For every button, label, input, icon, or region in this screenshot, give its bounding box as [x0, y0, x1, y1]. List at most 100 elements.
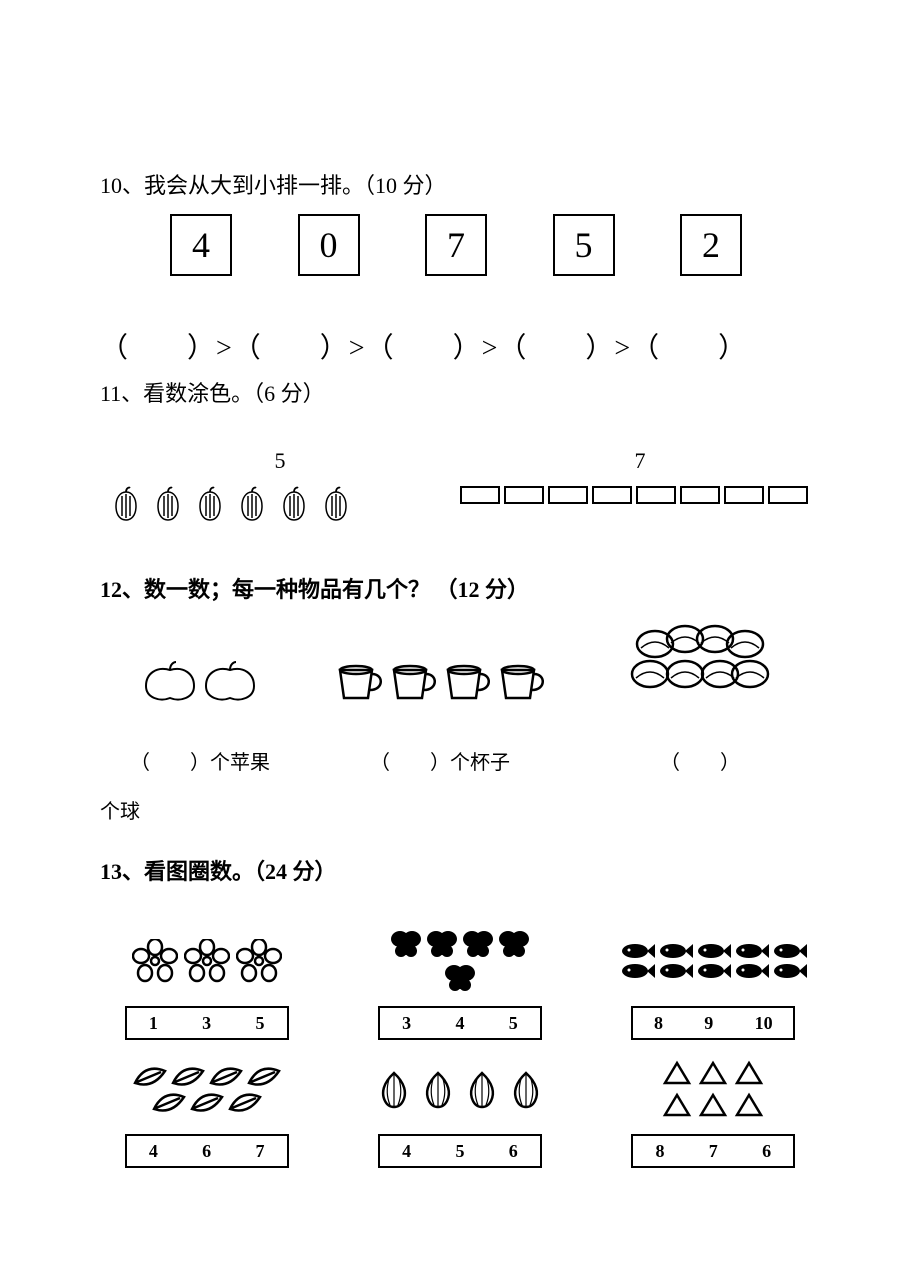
pepper-icon: [278, 486, 310, 522]
fish-icon: [619, 962, 655, 980]
pepper-icon: [320, 486, 352, 522]
flower-icon: [132, 939, 178, 983]
choice-box[interactable]: 1 3 5: [125, 1006, 289, 1040]
fish-icon: [695, 942, 731, 960]
cup-icon: [494, 660, 548, 704]
fish-icon: [733, 962, 769, 980]
balls-group: [580, 624, 820, 710]
cups-group: [300, 660, 580, 710]
choice[interactable]: 4: [149, 1141, 158, 1162]
q13-cell-fish: 8 9 10: [607, 926, 820, 1040]
fish-icon: [657, 942, 693, 960]
q13-cell-flower: 1 3 5: [100, 926, 313, 1040]
leaf-icon: [133, 1065, 167, 1087]
q12-title: 12、数一数；每一种物品有几个？ （12 分）: [100, 572, 820, 604]
cup-icon: [332, 660, 386, 704]
cups-label[interactable]: （ ）个杯子: [300, 746, 580, 775]
choice-box[interactable]: 4 6 7: [125, 1134, 289, 1168]
balls-icon: [630, 624, 770, 704]
butterfly-icon: [424, 927, 460, 961]
q12-labels: （ ）个苹果 （ ）个杯子 （ ）: [100, 726, 820, 775]
apple-icon: [200, 658, 260, 704]
rect-icon: [592, 486, 632, 504]
choice[interactable]: 1: [149, 1013, 158, 1034]
choice-box[interactable]: 8 9 10: [631, 1006, 795, 1040]
apple-icons: [100, 658, 300, 710]
rect-row[interactable]: [460, 486, 820, 504]
choice-box[interactable]: 3 4 5: [378, 1006, 542, 1040]
choice[interactable]: 8: [655, 1141, 664, 1162]
butterfly-icon: [388, 927, 424, 961]
choice[interactable]: 7: [709, 1141, 718, 1162]
rect-icon: [460, 486, 500, 504]
number-box: 5: [553, 214, 615, 276]
pepper-icon: [152, 486, 184, 522]
rect-icon: [680, 486, 720, 504]
rect-icon: [724, 486, 764, 504]
number-box: 4: [170, 214, 232, 276]
triangle-icon: [662, 1060, 692, 1086]
q12-content: [100, 624, 820, 710]
balls-suffix: 个球: [100, 795, 820, 824]
triangle-icon: [734, 1060, 764, 1086]
rect-icon: [548, 486, 588, 504]
q13-cell-leaf: 4 6 7: [100, 1054, 313, 1168]
onion-icon: [375, 1069, 413, 1109]
pepper-icon: [194, 486, 226, 522]
rect-icon: [768, 486, 808, 504]
choice[interactable]: 4: [402, 1141, 411, 1162]
rect-icon: [504, 486, 544, 504]
choice[interactable]: 8: [654, 1013, 663, 1034]
choice[interactable]: 5: [455, 1141, 464, 1162]
choice[interactable]: 10: [755, 1013, 773, 1034]
q11-title: 11、看数涂色。（6 分）: [100, 376, 820, 408]
balls-label[interactable]: （ ）: [580, 746, 820, 775]
pepper-icon: [110, 486, 142, 522]
apples-label[interactable]: （ ）个苹果: [100, 746, 300, 775]
onion-icon: [507, 1069, 545, 1109]
number-box: 2: [680, 214, 742, 276]
q11-content: 5 7: [100, 448, 820, 522]
q10-title: 10、我会从大到小排一排。（10 分）: [100, 168, 820, 200]
onion-icon: [419, 1069, 457, 1109]
choice[interactable]: 3: [202, 1013, 211, 1034]
cup-icon: [440, 660, 494, 704]
flower-icon: [184, 939, 230, 983]
q11-right: 7: [460, 448, 820, 522]
choice[interactable]: 5: [255, 1013, 264, 1034]
fish-icon: [771, 962, 807, 980]
choice[interactable]: 6: [509, 1141, 518, 1162]
choice[interactable]: 9: [704, 1013, 713, 1034]
q13-grid: 1 3 5 3 4 5 8 9 10: [100, 926, 820, 1168]
q13-title: 13、看图圈数。（24 分）: [100, 854, 820, 886]
rect-icon: [636, 486, 676, 504]
fish-icon: [619, 942, 655, 960]
number-box: 7: [425, 214, 487, 276]
pepper-icon: [236, 486, 268, 522]
q13-cell-onion: 4 5 6: [353, 1054, 566, 1168]
choice[interactable]: 3: [402, 1013, 411, 1034]
onion-icon: [463, 1069, 501, 1109]
choice[interactable]: 5: [509, 1013, 518, 1034]
pepper-row[interactable]: [100, 486, 460, 522]
leaf-icon: [152, 1091, 186, 1113]
q11-right-number: 7: [460, 448, 820, 474]
choice[interactable]: 6: [762, 1141, 771, 1162]
apple-icon: [140, 658, 200, 704]
fish-icon: [733, 942, 769, 960]
leaf-icon: [209, 1065, 243, 1087]
choice[interactable]: 7: [255, 1141, 264, 1162]
triangle-icon: [698, 1060, 728, 1086]
fish-icon: [695, 962, 731, 980]
butterfly-icon: [496, 927, 532, 961]
apples-group: [100, 658, 300, 710]
choice[interactable]: 6: [202, 1141, 211, 1162]
leaf-icon: [247, 1065, 281, 1087]
triangle-icon: [698, 1092, 728, 1118]
leaf-icon: [190, 1091, 224, 1113]
choice[interactable]: 4: [455, 1013, 464, 1034]
choice-box[interactable]: 8 7 6: [631, 1134, 795, 1168]
cup-icon: [386, 660, 440, 704]
q10-answer-blanks[interactable]: （ ）>（ ）>（ ）>（ ）>（ ）: [100, 326, 820, 366]
choice-box[interactable]: 4 5 6: [378, 1134, 542, 1168]
